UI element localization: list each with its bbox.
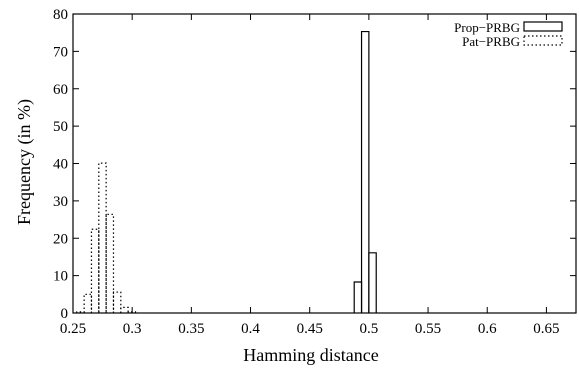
y-tick-label: 80 bbox=[53, 7, 68, 23]
y-tick-label: 50 bbox=[53, 119, 68, 135]
legend-swatch-prop-prbg bbox=[523, 21, 563, 32]
bar bbox=[98, 162, 107, 313]
y-axis-label: Frequency (in %) bbox=[14, 99, 35, 225]
x-axis-label: Hamming distance bbox=[243, 345, 378, 365]
x-tick-label: 0.6 bbox=[478, 321, 497, 337]
bar bbox=[112, 291, 122, 313]
x-tick-label: 0.5 bbox=[360, 321, 379, 337]
y-tick-label: 30 bbox=[53, 194, 68, 210]
plot-area-border bbox=[72, 13, 577, 314]
bar bbox=[353, 281, 363, 313]
plot-frame bbox=[72, 13, 577, 314]
bar bbox=[90, 228, 100, 313]
bar bbox=[360, 30, 370, 313]
x-tick-label: 0.45 bbox=[297, 321, 323, 337]
x-tick-label: 0.65 bbox=[533, 321, 559, 337]
x-tick-label: 0.3 bbox=[123, 321, 142, 337]
y-tick-label: 40 bbox=[53, 157, 68, 173]
y-tick-label: 0 bbox=[61, 306, 69, 322]
x-tick-label: 0.4 bbox=[241, 321, 260, 337]
x-tick-label: 0.25 bbox=[60, 321, 86, 337]
bars-layer bbox=[76, 30, 377, 313]
y-axis-ticks: 0 10 20 30 40 50 60 70 80 bbox=[53, 7, 576, 322]
bar bbox=[105, 213, 115, 313]
legend-swatch-pat-prbg bbox=[523, 35, 563, 46]
x-tick-label: 0.35 bbox=[178, 321, 204, 337]
series-pat-prbg bbox=[76, 162, 137, 313]
bar bbox=[120, 306, 129, 313]
bar bbox=[368, 252, 377, 313]
legend: Prop−PRBG Pat−PRBG bbox=[454, 20, 563, 49]
bar bbox=[83, 293, 93, 313]
y-tick-label: 20 bbox=[53, 231, 68, 247]
series-prop-prbg bbox=[353, 30, 377, 313]
x-tick-label: 0.55 bbox=[415, 321, 441, 337]
legend-label-pat-prbg: Pat−PRBG bbox=[462, 34, 520, 49]
y-tick-label: 10 bbox=[53, 269, 68, 285]
legend-label-prop-prbg: Prop−PRBG bbox=[454, 20, 520, 35]
x-axis-ticks: 0.25 0.3 0.35 0.4 0.45 0.5 0.55 0.6 0.65 bbox=[60, 14, 560, 337]
y-tick-label: 70 bbox=[53, 44, 68, 60]
y-tick-label: 60 bbox=[53, 82, 68, 98]
